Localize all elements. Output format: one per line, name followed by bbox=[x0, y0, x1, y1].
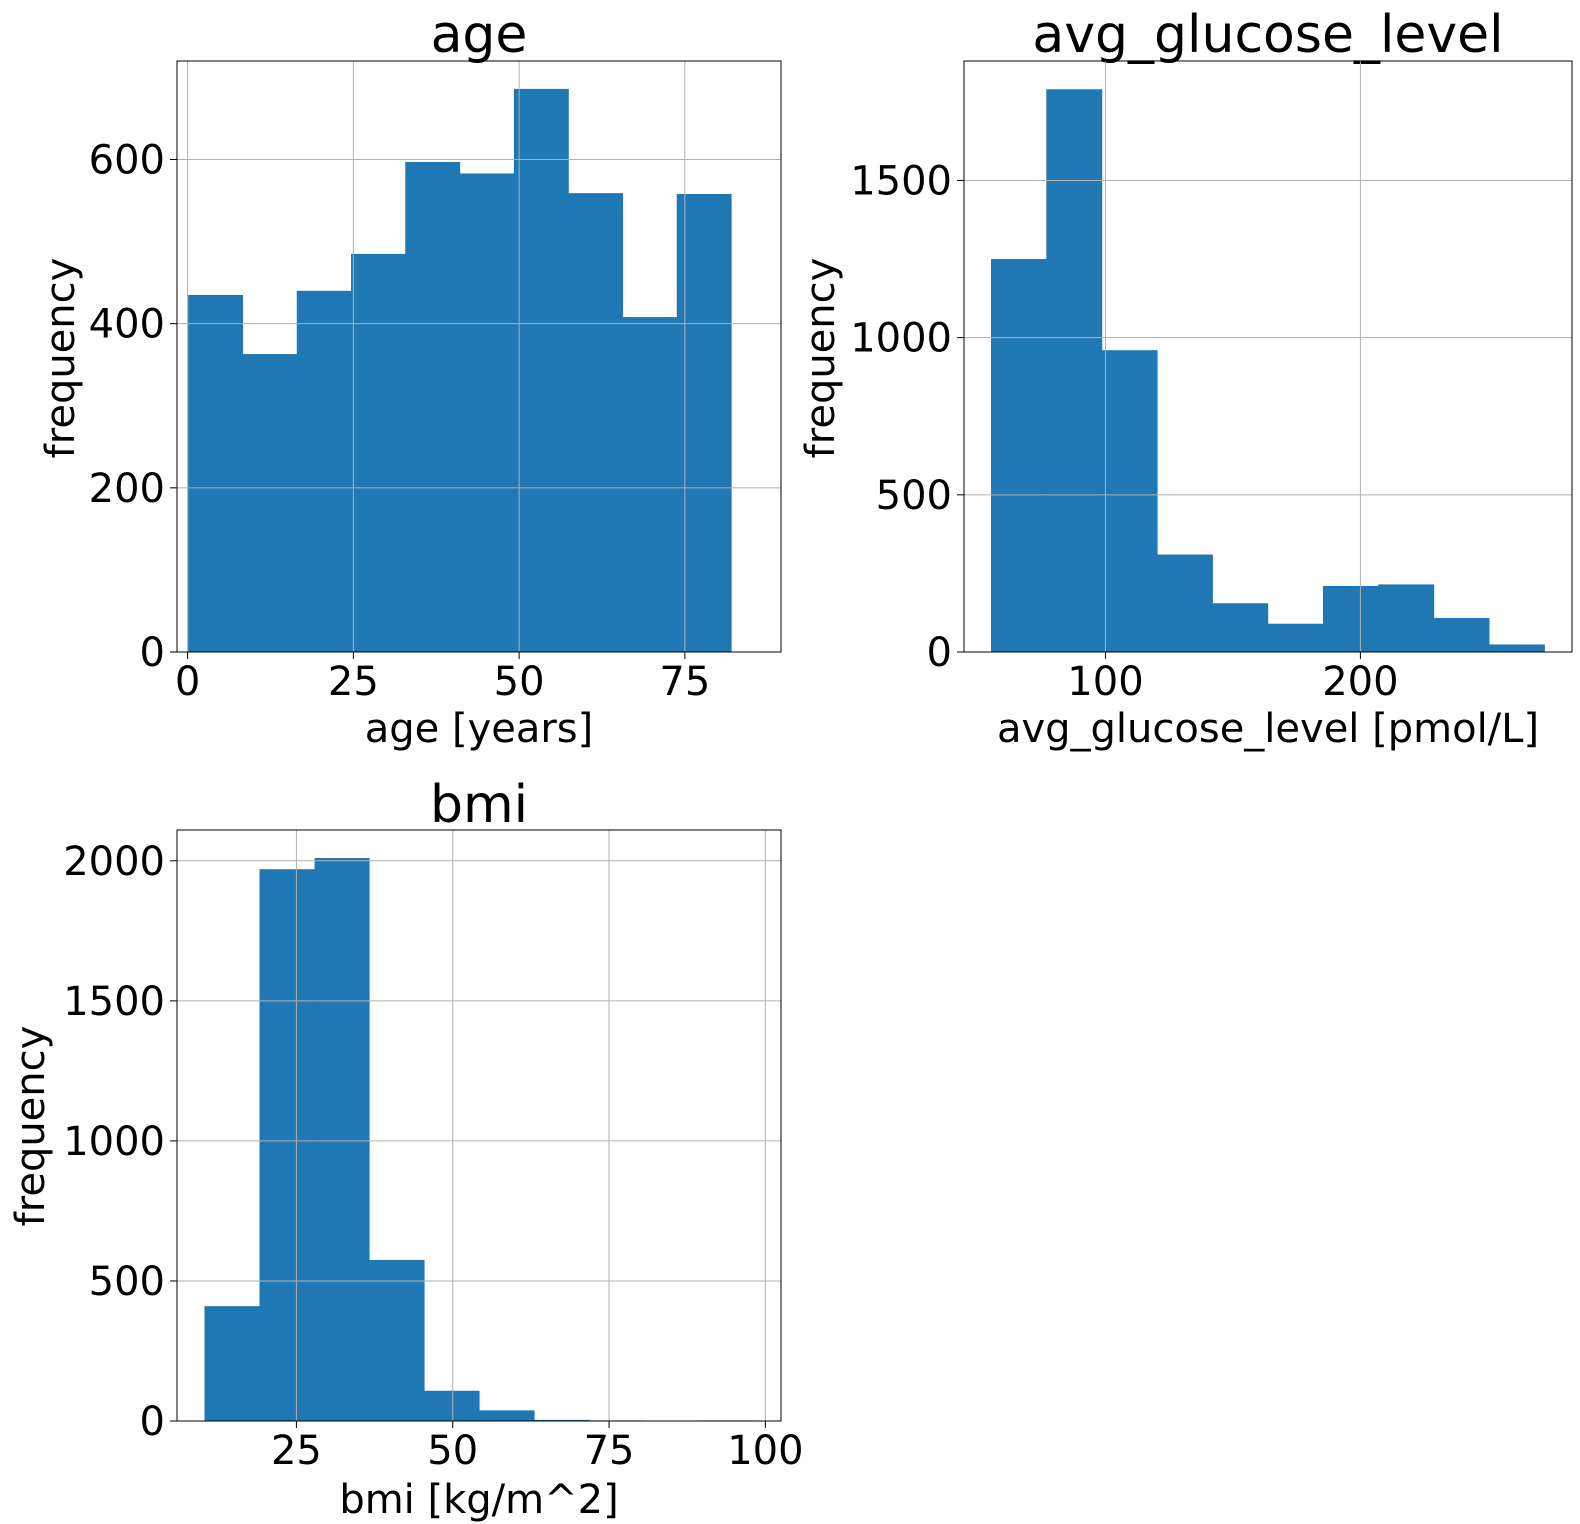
bmi-bar bbox=[314, 858, 370, 1421]
avg-glucose-level-bar bbox=[1156, 554, 1213, 652]
avg-glucose-level-y-tick-label: 1500 bbox=[850, 158, 952, 204]
bmi-bar bbox=[204, 1306, 261, 1421]
bmi-axes-frame bbox=[176, 829, 782, 1422]
bmi-histogram-panel: bmi bmi [kg/m^2] frequency 25 50 75 1000500… bbox=[8, 775, 804, 1523]
age-bar bbox=[568, 193, 623, 652]
bmi-bar bbox=[259, 869, 316, 1421]
bmi-bar bbox=[368, 1259, 425, 1421]
age-bar bbox=[188, 294, 244, 652]
bmi-x-tick-label: 75 bbox=[584, 1428, 635, 1474]
bmi-x-axis-label: bmi [kg/m^2] bbox=[339, 1477, 618, 1523]
avg-glucose-level-x-axis-label: avg_glucose_level [pmol/L] bbox=[997, 706, 1539, 752]
avg-glucose-level-bar bbox=[1267, 623, 1324, 652]
avg-glucose-level-y-tick-label: 1000 bbox=[850, 316, 952, 362]
avg-glucose-level-x-tick-label: 100 bbox=[1067, 659, 1143, 705]
age-x-axis-label: age [years] bbox=[365, 706, 594, 752]
age-bar bbox=[676, 193, 732, 652]
bmi-x-tick-label: 100 bbox=[727, 1428, 803, 1474]
bmi-x-tick-label: 50 bbox=[427, 1428, 478, 1474]
age-y-axis-label: frequency bbox=[38, 258, 84, 459]
avg-glucose-level-bar bbox=[991, 259, 1047, 652]
age-chart-title: age bbox=[431, 5, 528, 65]
bmi-y-tick-label: 2000 bbox=[63, 839, 165, 885]
bmi-bar bbox=[423, 1390, 480, 1421]
age-bar bbox=[405, 161, 461, 652]
age-bar bbox=[351, 253, 406, 652]
bmi-y-tick-label: 0 bbox=[140, 1399, 165, 1445]
avg-glucose-level-chart-title: avg_glucose_level bbox=[1032, 5, 1503, 65]
age-x-tick-label: 75 bbox=[659, 659, 710, 705]
avg-glucose-level-histogram-panel: avg_glucose_level avg_glucose_level [pmo… bbox=[798, 5, 1573, 752]
bmi-y-tick-label: 1000 bbox=[63, 1119, 165, 1165]
age-y-tick-label: 400 bbox=[89, 302, 165, 348]
age-bar bbox=[459, 173, 515, 652]
avg-glucose-level-y-tick-label: 0 bbox=[927, 630, 952, 676]
bmi-x-tick-label: 25 bbox=[271, 1428, 322, 1474]
avg-glucose-level-axes-frame bbox=[963, 60, 1573, 653]
age-y-tick-label: 200 bbox=[89, 466, 165, 512]
avg-glucose-level-bar bbox=[1433, 618, 1490, 652]
bmi-y-axis-label: frequency bbox=[8, 1026, 54, 1227]
avg-glucose-level-bar bbox=[1101, 350, 1158, 652]
avg-glucose-level-bar bbox=[1322, 585, 1379, 652]
age-x-tick-label: 0 bbox=[175, 659, 200, 705]
bmi-y-tick-label: 1500 bbox=[63, 979, 165, 1025]
age-bar bbox=[242, 354, 298, 652]
age-y-tick-label: 600 bbox=[89, 138, 165, 184]
age-bar bbox=[296, 290, 352, 652]
age-x-tick-label: 50 bbox=[494, 659, 545, 705]
avg-glucose-level-bar bbox=[1046, 89, 1103, 653]
avg-glucose-level-x-tick-label: 200 bbox=[1322, 659, 1398, 705]
avg-glucose-level-bar bbox=[1378, 584, 1435, 652]
age-axes-frame bbox=[176, 60, 782, 653]
bmi-bar bbox=[479, 1410, 535, 1421]
avg-glucose-level-y-axis-label: frequency bbox=[798, 258, 844, 459]
age-histogram-panel: age age [years] frequency 0 25 50 75 0 200 400… bbox=[38, 5, 782, 752]
avg-glucose-level-bar bbox=[1488, 644, 1545, 652]
age-bar bbox=[513, 88, 569, 652]
avg-glucose-level-y-tick-label: 500 bbox=[876, 473, 952, 519]
age-bar bbox=[622, 317, 678, 652]
bmi-y-tick-label: 500 bbox=[89, 1259, 165, 1305]
age-y-tick-label: 0 bbox=[140, 630, 165, 676]
bmi-chart-title: bmi bbox=[430, 775, 528, 835]
bmi-bar bbox=[534, 1419, 590, 1421]
avg-glucose-level-bar bbox=[1212, 603, 1269, 652]
age-x-tick-label: 25 bbox=[328, 659, 379, 705]
